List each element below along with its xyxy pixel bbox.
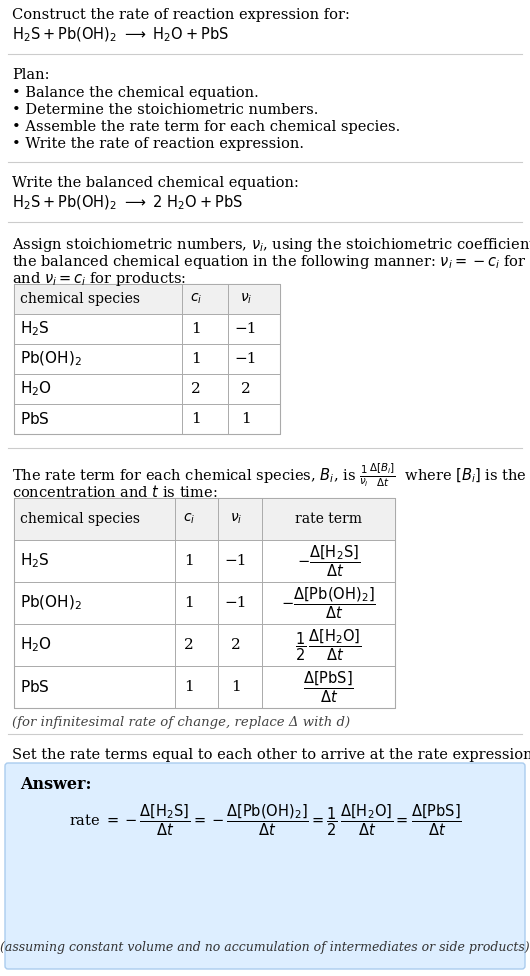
Text: −1: −1 bbox=[225, 554, 248, 568]
Text: $\mathrm{H_2S + Pb(OH)_2 \ \longrightarrow \ 2\ H_2O + PbS}$: $\mathrm{H_2S + Pb(OH)_2 \ \longrightarr… bbox=[12, 194, 243, 213]
Text: $\mathrm{H_2S}$: $\mathrm{H_2S}$ bbox=[20, 320, 50, 339]
Text: $-\dfrac{\Delta[\mathrm{Pb(OH)_2}]}{\Delta t}$: $-\dfrac{\Delta[\mathrm{Pb(OH)_2}]}{\Del… bbox=[281, 586, 376, 621]
Text: 2: 2 bbox=[191, 382, 201, 396]
FancyBboxPatch shape bbox=[5, 763, 525, 969]
Text: $\mathrm{Pb(OH)_2}$: $\mathrm{Pb(OH)_2}$ bbox=[20, 349, 82, 368]
Text: Write the balanced chemical equation:: Write the balanced chemical equation: bbox=[12, 176, 299, 190]
Bar bbox=[14, 284, 280, 434]
Text: 1: 1 bbox=[191, 322, 201, 336]
Text: $\mathrm{H_2O}$: $\mathrm{H_2O}$ bbox=[20, 380, 52, 398]
Text: $c_i$: $c_i$ bbox=[183, 511, 195, 526]
Text: 1: 1 bbox=[184, 596, 194, 610]
Text: rate $= -\dfrac{\Delta[\mathrm{H_2S}]}{\Delta t}$$= -\dfrac{\Delta[\mathrm{Pb(OH: rate $= -\dfrac{\Delta[\mathrm{H_2S}]}{\… bbox=[68, 802, 462, 837]
Text: (for infinitesimal rate of change, replace Δ with d): (for infinitesimal rate of change, repla… bbox=[12, 716, 350, 729]
Text: 2: 2 bbox=[184, 638, 194, 652]
Text: (assuming constant volume and no accumulation of intermediates or side products): (assuming constant volume and no accumul… bbox=[0, 941, 530, 954]
Text: Assign stoichiometric numbers, $\nu_i$, using the stoichiometric coefficients, $: Assign stoichiometric numbers, $\nu_i$, … bbox=[12, 236, 530, 254]
Text: 1: 1 bbox=[191, 352, 201, 366]
Text: $\dfrac{1}{2}\,\dfrac{\Delta[\mathrm{H_2O}]}{\Delta t}$: $\dfrac{1}{2}\,\dfrac{\Delta[\mathrm{H_2… bbox=[295, 628, 362, 663]
Bar bbox=[14, 284, 280, 314]
Bar bbox=[14, 498, 395, 708]
Text: 1: 1 bbox=[241, 412, 251, 426]
Text: $-\dfrac{\Delta[\mathrm{H_2S}]}{\Delta t}$: $-\dfrac{\Delta[\mathrm{H_2S}]}{\Delta t… bbox=[297, 544, 360, 579]
Text: $\mathrm{H_2O}$: $\mathrm{H_2O}$ bbox=[20, 635, 52, 654]
Text: −1: −1 bbox=[225, 596, 248, 610]
Text: chemical species: chemical species bbox=[20, 292, 140, 306]
Text: 2: 2 bbox=[231, 638, 241, 652]
Text: 1: 1 bbox=[231, 680, 241, 694]
Text: the balanced chemical equation in the following manner: $\nu_i = -c_i$ for react: the balanced chemical equation in the fo… bbox=[12, 253, 530, 271]
Text: chemical species: chemical species bbox=[20, 512, 140, 526]
Text: • Write the rate of reaction expression.: • Write the rate of reaction expression. bbox=[12, 137, 304, 151]
Text: 1: 1 bbox=[184, 680, 194, 694]
Text: $\mathrm{Pb(OH)_2}$: $\mathrm{Pb(OH)_2}$ bbox=[20, 593, 82, 612]
Text: 1: 1 bbox=[184, 554, 194, 568]
Text: $\mathrm{PbS}$: $\mathrm{PbS}$ bbox=[20, 411, 50, 427]
Bar bbox=[14, 498, 395, 540]
Text: Set the rate terms equal to each other to arrive at the rate expression:: Set the rate terms equal to each other t… bbox=[12, 748, 530, 762]
Text: Answer:: Answer: bbox=[20, 776, 92, 793]
Text: and $\nu_i = c_i$ for products:: and $\nu_i = c_i$ for products: bbox=[12, 270, 187, 288]
Text: −1: −1 bbox=[235, 322, 257, 336]
Text: $\nu_i$: $\nu_i$ bbox=[240, 292, 252, 306]
Text: 1: 1 bbox=[191, 412, 201, 426]
Text: $\mathrm{PbS}$: $\mathrm{PbS}$ bbox=[20, 679, 50, 695]
Text: Plan:: Plan: bbox=[12, 68, 49, 82]
Text: The rate term for each chemical species, $B_i$, is $\frac{1}{\nu_i}\frac{\Delta[: The rate term for each chemical species,… bbox=[12, 462, 530, 489]
Text: $\mathrm{H_2S + Pb(OH)_2 \ \longrightarrow \ H_2O + PbS}$: $\mathrm{H_2S + Pb(OH)_2 \ \longrightarr… bbox=[12, 26, 229, 44]
Text: • Determine the stoichiometric numbers.: • Determine the stoichiometric numbers. bbox=[12, 103, 319, 117]
Text: $\mathrm{H_2S}$: $\mathrm{H_2S}$ bbox=[20, 551, 50, 570]
Text: • Balance the chemical equation.: • Balance the chemical equation. bbox=[12, 86, 259, 100]
Text: $c_i$: $c_i$ bbox=[190, 292, 202, 306]
Text: rate term: rate term bbox=[295, 512, 362, 526]
Text: Construct the rate of reaction expression for:: Construct the rate of reaction expressio… bbox=[12, 8, 350, 22]
Text: concentration and $t$ is time:: concentration and $t$ is time: bbox=[12, 484, 217, 500]
Text: 2: 2 bbox=[241, 382, 251, 396]
Text: • Assemble the rate term for each chemical species.: • Assemble the rate term for each chemic… bbox=[12, 120, 400, 134]
Text: −1: −1 bbox=[235, 352, 257, 366]
Text: $\nu_i$: $\nu_i$ bbox=[230, 511, 242, 526]
Text: $\dfrac{\Delta[\mathrm{PbS}]}{\Delta t}$: $\dfrac{\Delta[\mathrm{PbS}]}{\Delta t}$ bbox=[303, 670, 354, 705]
